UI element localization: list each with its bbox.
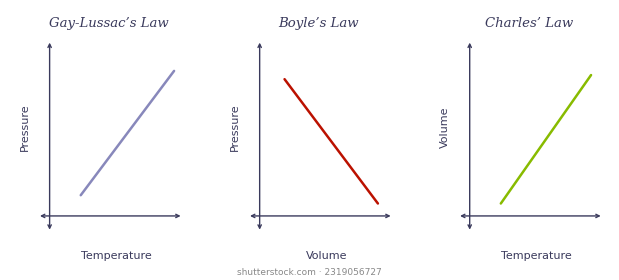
- Title: Boyle’s Law: Boyle’s Law: [279, 17, 359, 30]
- Text: shutterstock.com · 2319056727: shutterstock.com · 2319056727: [237, 268, 382, 277]
- Title: Gay-Lussac’s Law: Gay-Lussac’s Law: [49, 17, 168, 30]
- Text: Pressure: Pressure: [230, 103, 240, 151]
- Text: Temperature: Temperature: [81, 251, 152, 261]
- Text: Temperature: Temperature: [501, 251, 572, 261]
- Text: Volume: Volume: [306, 251, 347, 261]
- Title: Charles’ Law: Charles’ Law: [485, 17, 573, 30]
- Text: Volume: Volume: [440, 106, 450, 148]
- Text: Pressure: Pressure: [20, 103, 30, 151]
